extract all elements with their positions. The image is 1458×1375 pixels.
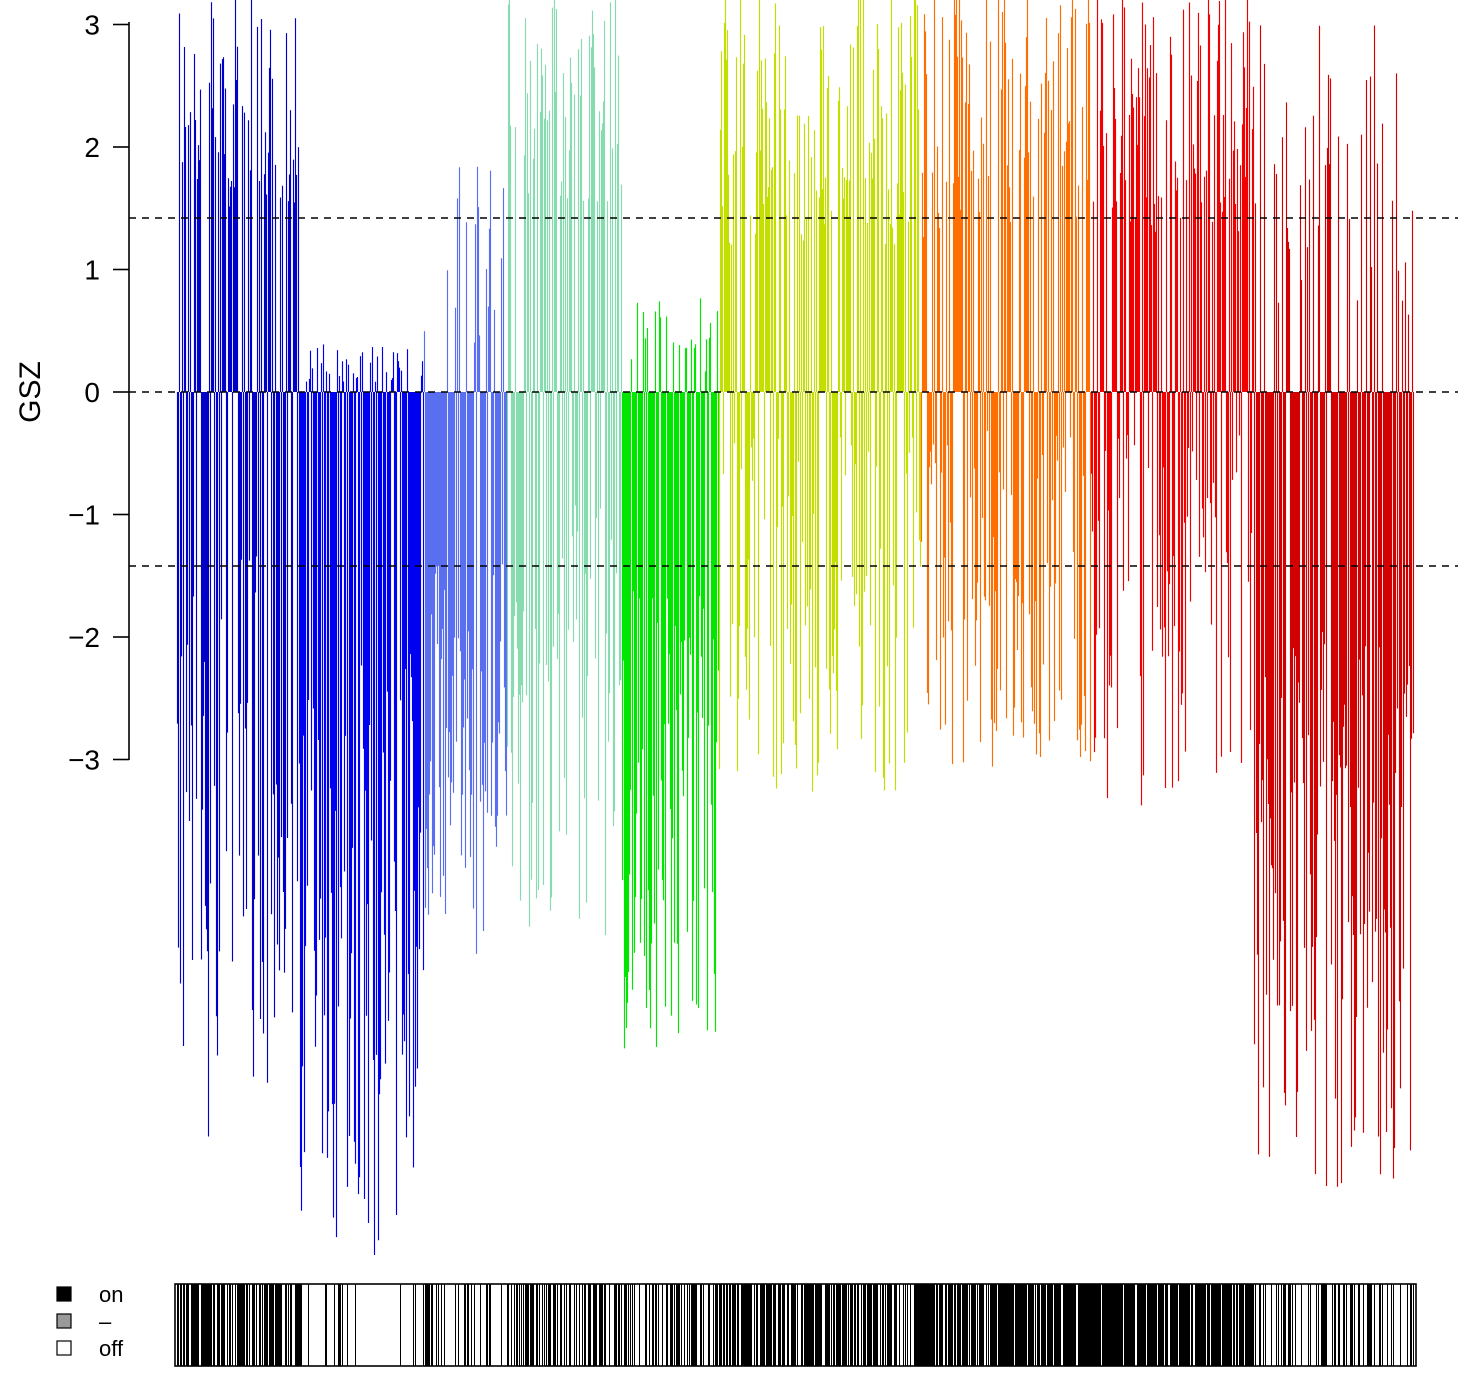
y-tick-label: 3 [84, 10, 100, 41]
legend: on–off [56, 1282, 124, 1361]
status-strip-frame [174, 1283, 1417, 1367]
legend-swatch [56, 1313, 72, 1329]
legend-label: off [99, 1336, 124, 1361]
legend-label: – [99, 1309, 112, 1334]
y-tick-label: 2 [84, 132, 100, 163]
bars-layer [176, 0, 1415, 1256]
y-tick-label: 1 [84, 255, 100, 286]
legend-label: on [99, 1282, 123, 1307]
y-tick-label: −3 [68, 745, 100, 776]
legend-swatch [56, 1286, 72, 1302]
status-strip [174, 1283, 1417, 1367]
y-tick-label: −2 [68, 622, 100, 653]
reference-lines [129, 217, 1458, 567]
y-axis-label: GSZ [14, 361, 47, 423]
y-tick-label: −1 [68, 500, 100, 531]
legend-swatch [56, 1340, 72, 1356]
y-axis: 3 2 1 0 −1 −2 −3 [68, 10, 130, 776]
y-tick-label: 0 [84, 377, 100, 408]
